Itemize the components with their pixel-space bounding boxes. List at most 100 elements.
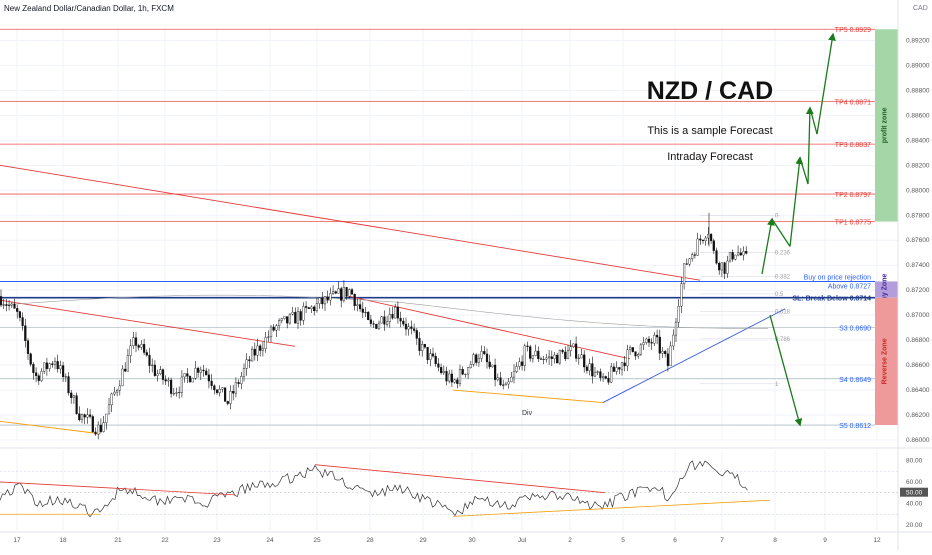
- candle-body: [534, 350, 537, 356]
- candle-body: [315, 303, 318, 312]
- forecast-arrow: [789, 156, 804, 247]
- level-note-buy: Buy on price rejection: [804, 274, 871, 281]
- candle-body: [440, 367, 443, 374]
- candle-body: [172, 393, 175, 395]
- candle-body: [43, 362, 46, 372]
- candle-body: [726, 260, 729, 274]
- candle-body: [291, 311, 294, 315]
- fib-label: 0.5: [775, 292, 784, 298]
- candle-body: [572, 343, 575, 347]
- fib-label: 0.236: [775, 251, 791, 257]
- candle-body: [542, 359, 545, 361]
- candle-body: [91, 416, 94, 433]
- candle-body: [445, 370, 448, 382]
- rsi-axis-tick-label: 50.00: [906, 490, 923, 497]
- candle-body: [359, 304, 362, 310]
- candle-body: [169, 379, 173, 394]
- forecast-arrow: [816, 32, 836, 135]
- level-label-sl: SL: Break Below 0.8714: [792, 296, 871, 303]
- candle-body: [537, 350, 540, 360]
- candle-body: [232, 391, 235, 394]
- candle-body: [499, 377, 502, 386]
- time-axis-tick-label: 6: [673, 537, 677, 544]
- forecast-arrow: [805, 106, 814, 185]
- trend-line: [452, 389, 604, 403]
- price-axis-tick-label: 0.87200: [906, 287, 930, 294]
- candle-body: [402, 320, 405, 325]
- candle-body: [550, 356, 553, 359]
- candle-body: [399, 317, 402, 322]
- time-axis-tick-label: 2: [568, 537, 572, 544]
- candle-body: [388, 314, 391, 322]
- candle-body: [207, 374, 210, 382]
- candle-body: [202, 369, 205, 372]
- candle-body: [720, 262, 723, 271]
- candle-body: [51, 363, 54, 365]
- candle-body: [593, 372, 597, 377]
- candle-body: [658, 336, 661, 354]
- candle-body: [332, 291, 335, 294]
- candle-body: [523, 345, 526, 366]
- candle-body: [124, 368, 127, 372]
- candle-body: [410, 326, 413, 329]
- candle-body: [7, 305, 11, 307]
- candle-body: [575, 343, 578, 359]
- candle-body: [294, 311, 297, 324]
- price-axis-tick-label: 0.86600: [906, 362, 930, 369]
- candle-body: [639, 344, 642, 355]
- candle-body: [5, 304, 8, 306]
- rsi-current-value-badge: [900, 487, 928, 497]
- candle-body: [10, 303, 13, 306]
- time-axis-tick-label: 12: [873, 537, 881, 544]
- candle-body: [62, 365, 65, 378]
- candle-body: [599, 371, 602, 378]
- candle-body: [469, 364, 472, 368]
- time-axis-tick-label: 21: [114, 537, 122, 544]
- time-axis-tick-label: 24: [266, 537, 274, 544]
- candle-body: [521, 361, 524, 366]
- candle-body: [715, 250, 718, 264]
- candle-body: [677, 306, 680, 323]
- candle-body: [407, 326, 410, 330]
- candle-body: [13, 303, 16, 309]
- candle-body: [585, 366, 588, 371]
- symbol-line: New Zealand Dollar/Canadian Dollar, 1h, …: [4, 4, 174, 13]
- candle-body: [383, 316, 386, 325]
- candle-body: [275, 325, 278, 331]
- candle-body: [148, 354, 151, 366]
- candle-body: [734, 254, 737, 260]
- price-axis-tick-label: 0.86400: [906, 387, 930, 394]
- candle-body: [496, 377, 499, 380]
- price-axis-tick-label: 0.86000: [906, 437, 930, 444]
- zone-label: profit zone: [882, 107, 889, 143]
- time-axis-tick-label: 23: [213, 537, 221, 544]
- candle-body: [529, 346, 532, 359]
- candle-body: [196, 367, 200, 373]
- candle-body: [453, 379, 456, 383]
- candle-body: [142, 344, 146, 353]
- candle-body: [80, 414, 84, 420]
- candle-body: [710, 234, 713, 241]
- candle-body: [413, 328, 416, 331]
- candle-body: [88, 414, 92, 417]
- candle-body: [329, 293, 332, 301]
- candle-body: [656, 334, 659, 338]
- candle-body: [105, 413, 108, 423]
- candle-body: [647, 338, 651, 343]
- candle-body: [145, 352, 148, 356]
- time-axis-tick-label: 17: [13, 537, 21, 544]
- currency-label: CAD: [913, 5, 928, 12]
- candle-body: [448, 373, 451, 382]
- candle-body: [564, 351, 567, 360]
- forecast-arrow: [761, 217, 775, 275]
- candle-body: [418, 338, 421, 351]
- candle-body: [458, 369, 462, 384]
- candle-body: [602, 376, 605, 378]
- candle-body: [253, 348, 256, 356]
- candle-body: [199, 369, 202, 373]
- candle-body: [604, 376, 607, 379]
- candle-body: [661, 351, 664, 354]
- candle-body: [386, 321, 389, 325]
